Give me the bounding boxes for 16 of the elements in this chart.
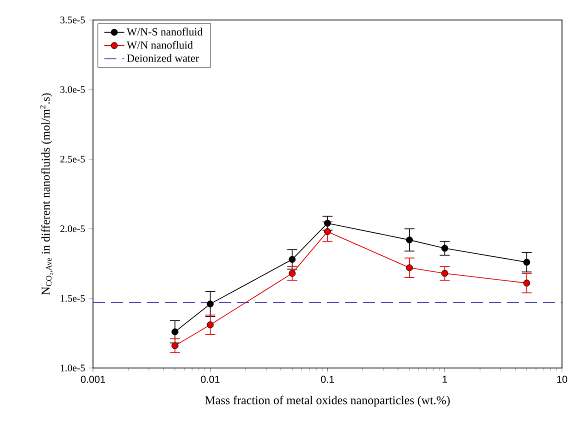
x-tick-label: 0.001	[80, 376, 106, 383]
y-tick-label: 1.5e-5	[60, 295, 85, 302]
x-tick-label: 0.1	[320, 376, 334, 383]
x-axis-title: Mass fraction of metal oxides nanoparticles (wt.%)	[205, 396, 450, 407]
y-tick-label: 2.5e-5	[60, 156, 85, 163]
legend-label: W/N-S nanofluid	[126, 28, 203, 36]
y-tick-label: 1.0e-5	[60, 364, 85, 372]
y-tick-label: 2.0e-5	[60, 225, 85, 232]
x-tick-label: 1	[442, 376, 448, 383]
y-tick-label: 3.0e-5	[60, 86, 85, 93]
legend-label: W/N nanofluid	[126, 40, 193, 49]
x-tick-label: 10	[557, 376, 568, 383]
x-tick-label: 0.01	[200, 376, 220, 383]
y-tick-label: 3.5e-5	[60, 16, 85, 24]
y-axis-title: N$_{CO₂,Ave}$ in different nanofluids (mol/m$^{2}$.s)	[40, 93, 54, 295]
legend-label: Deionized water	[127, 54, 199, 62]
